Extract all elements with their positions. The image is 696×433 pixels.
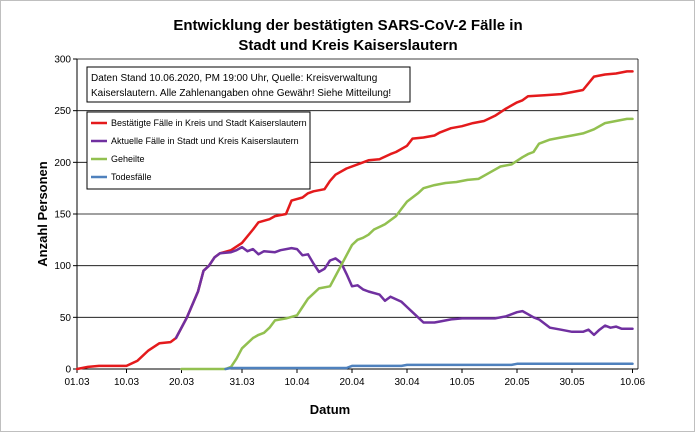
legend-label: Aktuelle Fälle in Stadt und Kreis Kaiser… [111, 136, 299, 146]
x-tick-label: 30.05 [559, 377, 584, 388]
series-line-3 [224, 362, 634, 371]
legend: Bestätigte Fälle in Kreis und Stadt Kais… [86, 111, 311, 190]
x-tick-label: 30.04 [394, 377, 419, 388]
x-tick-label: 20.04 [339, 377, 364, 388]
gridlines [77, 58, 639, 369]
x-tick-label: 10.06 [620, 377, 645, 388]
note-line1: Daten Stand 10.06.2020, PM 19:00 Uhr, Qu… [91, 73, 377, 84]
y-tick-label: 200 [54, 158, 71, 169]
series-lines [75, 70, 634, 371]
y-tick-label: 300 [54, 55, 71, 66]
chart-title-line1: Entwicklung der bestätigten SARS-CoV-2 F… [173, 17, 522, 34]
legend-box [86, 111, 311, 190]
note-line2: Kaiserslautern. Alle Zahlenangaben ohne … [91, 88, 391, 99]
data-source-note: Daten Stand 10.06.2020, PM 19:00 Uhr, Qu… [86, 66, 411, 103]
y-tick-label: 50 [60, 313, 72, 324]
y-tick-label: 0 [65, 365, 71, 376]
y-tick-labels: 0 50 100 150 200 250 300 [54, 55, 77, 376]
x-tick-label: 10.03 [114, 377, 139, 388]
x-tick-label: 31.03 [229, 377, 254, 388]
series-line-1 [174, 245, 634, 340]
chart-title-line2: Stadt und Kreis Kaiserslautern [238, 37, 457, 54]
x-axis-title: Datum [310, 402, 350, 417]
x-tick-label: 10.04 [284, 377, 309, 388]
x-tick-label: 20.05 [504, 377, 529, 388]
x-tick-label: 10.05 [449, 377, 474, 388]
y-axis-title: Anzahl Personen [35, 161, 50, 267]
x-tick-label: 20.03 [169, 377, 194, 388]
x-tick-labels: 01.03 10.03 20.03 31.03 10.04 20.04 30.04 10.05… [64, 369, 645, 388]
legend-label: Bestätigte Fälle in Kreis und Stadt Kais… [111, 118, 307, 128]
legend-label: Geheilte [111, 154, 145, 164]
x-tick-label: 01.03 [64, 377, 89, 388]
y-tick-label: 250 [54, 106, 71, 117]
note-box [86, 66, 411, 103]
y-tick-label: 150 [54, 210, 71, 221]
legend-label: Todesfälle [111, 172, 152, 182]
y-tick-label: 100 [54, 261, 71, 272]
series-line-2 [180, 117, 634, 371]
